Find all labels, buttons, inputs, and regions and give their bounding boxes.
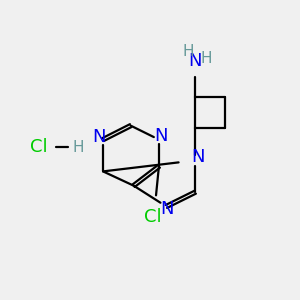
Text: N: N	[93, 128, 106, 146]
Text: H: H	[183, 44, 194, 59]
Text: N: N	[188, 52, 202, 70]
Text: Cl: Cl	[144, 208, 162, 226]
Text: N: N	[160, 200, 174, 218]
Text: H: H	[201, 51, 212, 66]
Text: H: H	[73, 140, 84, 154]
Text: N: N	[154, 127, 167, 145]
Text: Cl: Cl	[30, 138, 47, 156]
Text: N: N	[191, 148, 205, 166]
